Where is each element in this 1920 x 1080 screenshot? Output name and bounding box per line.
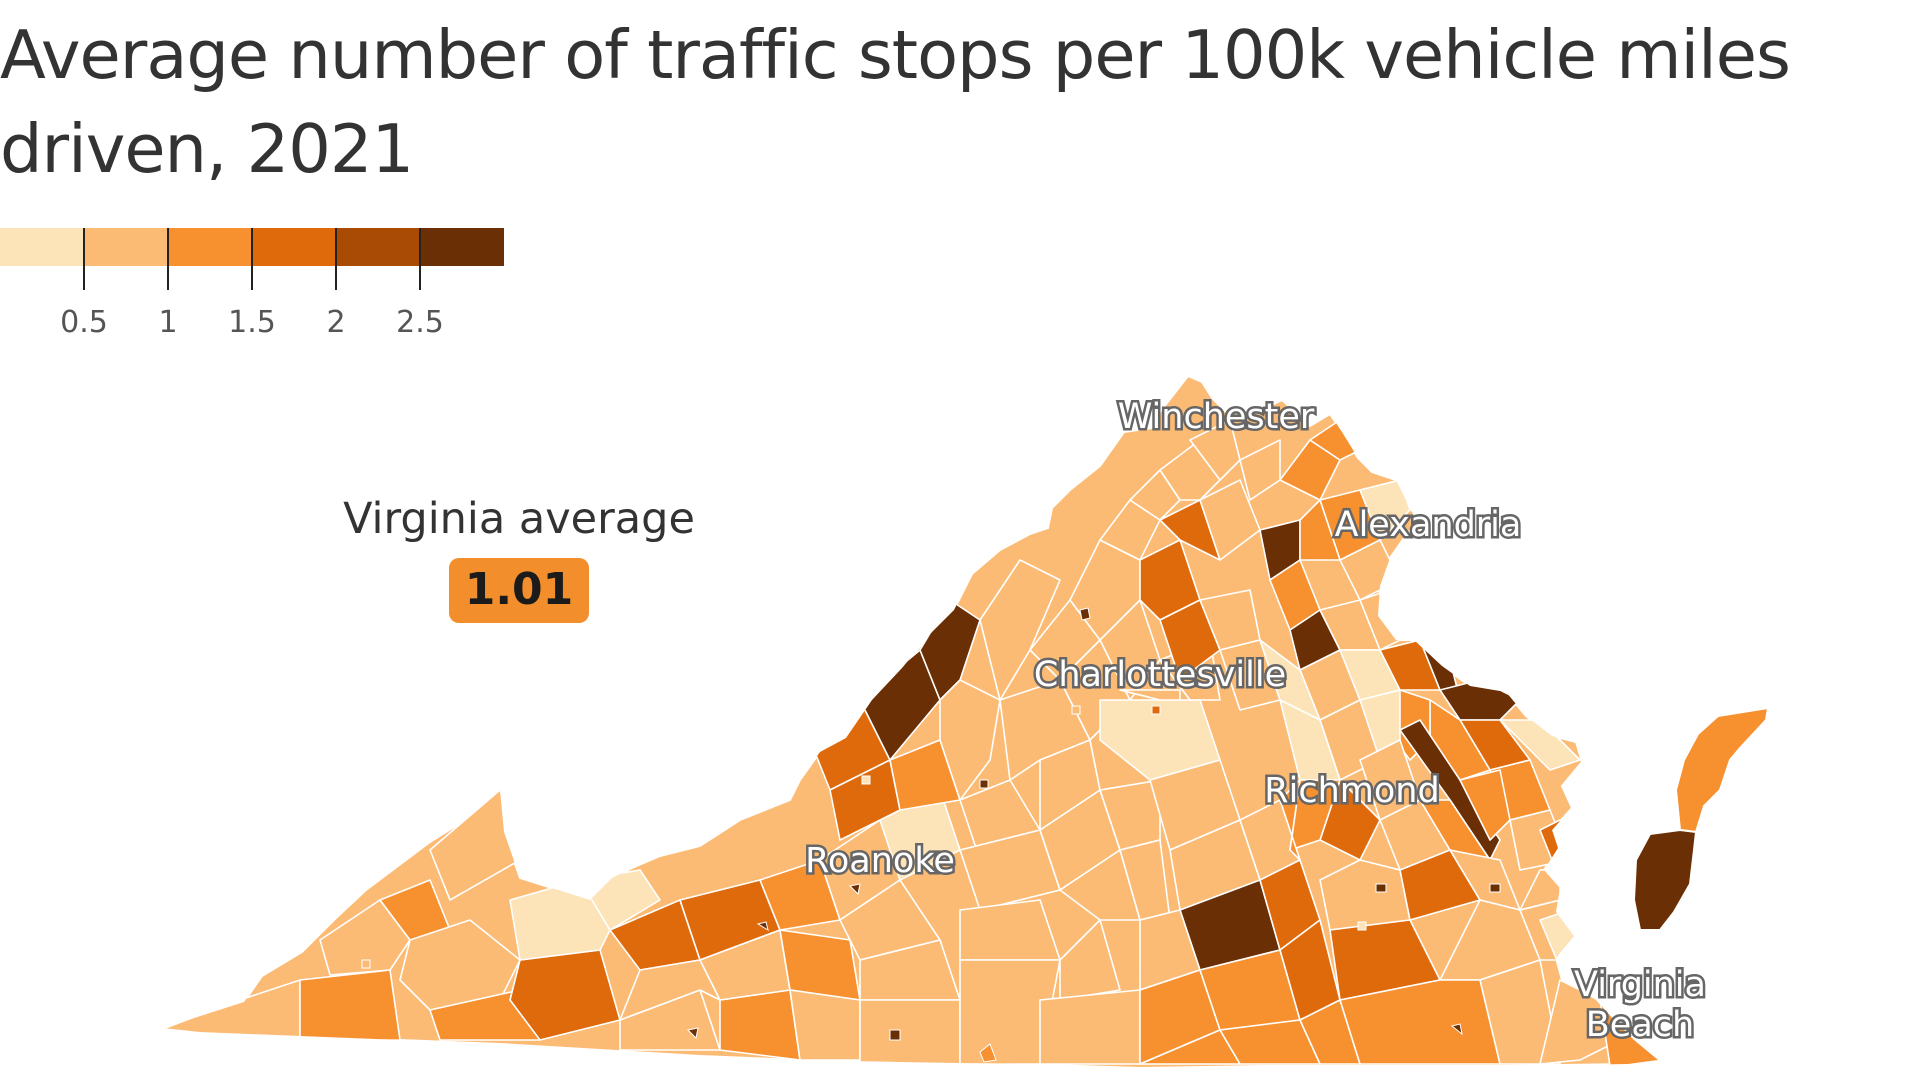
- county-region: [939, 679, 1001, 801]
- county-region: [719, 989, 801, 1061]
- legend-tick-label: 2: [326, 305, 345, 340]
- city-spot: [861, 775, 871, 785]
- legend-tick-label: 1.5: [228, 305, 276, 340]
- city-label-alexandria: Alexandria: [1335, 505, 1522, 545]
- legend-tick-label: 1: [158, 305, 177, 340]
- city-spot: [979, 1043, 997, 1063]
- legend-tick-label: 2.5: [396, 305, 444, 340]
- legend-scale: 0.5 1 1.5 2 2.5: [0, 228, 504, 340]
- county-region: [1279, 779, 1301, 861]
- county-region: [1039, 989, 1141, 1065]
- city-label-richmond: Richmond: [1264, 771, 1439, 811]
- city-spot: [1151, 705, 1161, 715]
- city-spot: [1357, 921, 1367, 931]
- county-region: [859, 999, 961, 1065]
- county-region: [163, 979, 301, 1041]
- city-spot: [889, 1029, 901, 1041]
- county-region: [1059, 919, 1121, 1001]
- city-spot: [1071, 705, 1081, 715]
- city-spot: [1489, 883, 1501, 893]
- virginia-choropleth-map: Winchester Alexandria Charlottesville Ri…: [162, 374, 1770, 1070]
- city-spot: [756, 921, 769, 932]
- county-region: [979, 559, 1061, 701]
- city-spot: [848, 883, 861, 896]
- chart-title-line-2: driven, 2021: [0, 110, 414, 188]
- color-legend: 0.5 1 1.5 2 2.5: [0, 228, 504, 340]
- county-region: [1479, 959, 1561, 1065]
- state-average-callout: Virginia average 1.01: [280, 494, 758, 623]
- legend-swatch: [420, 228, 504, 266]
- city-spot: [1079, 607, 1091, 621]
- city-label-roanoke: Roanoke: [805, 841, 955, 881]
- city-spot: [686, 1027, 699, 1040]
- county-region: [299, 969, 401, 1041]
- county-region: [1339, 979, 1501, 1065]
- legend-swatch: [336, 228, 420, 266]
- eastern-shore-north: [1674, 706, 1770, 834]
- county-region: [1359, 479, 1411, 541]
- city-label-virginia-beach-line-2: Beach: [1586, 1005, 1694, 1045]
- county-region: [319, 899, 411, 976]
- independent-cities: [361, 607, 1501, 1063]
- county-region: [1499, 719, 1581, 771]
- county-region: [619, 959, 721, 1021]
- city-label-winchester: Winchester: [1118, 397, 1315, 437]
- chart-title: Average number of traffic stops per 100k…: [0, 8, 1920, 196]
- county-region: [1459, 769, 1511, 841]
- city-label-charlottesville: Charlottesville: [1034, 655, 1286, 695]
- legend-swatch: [0, 228, 84, 266]
- city-spot: [1450, 1023, 1463, 1036]
- state-average-value: 1.01: [448, 558, 590, 623]
- county-region: [789, 989, 861, 1061]
- city-spot: [361, 959, 371, 969]
- legend-tick-label: 0.5: [60, 305, 108, 340]
- city-label-virginia-beach-line-1: Virginia: [1574, 965, 1706, 1005]
- chart-title-line-1: Average number of traffic stops per 100k…: [0, 16, 1791, 94]
- legend-swatch: [252, 228, 336, 266]
- eastern-shore-south: [1632, 828, 1698, 931]
- city-spot: [979, 779, 989, 789]
- city-spot: [1375, 883, 1387, 893]
- state-average-label: Virginia average: [343, 494, 695, 544]
- legend-swatch: [168, 228, 252, 266]
- legend-swatch: [84, 228, 168, 266]
